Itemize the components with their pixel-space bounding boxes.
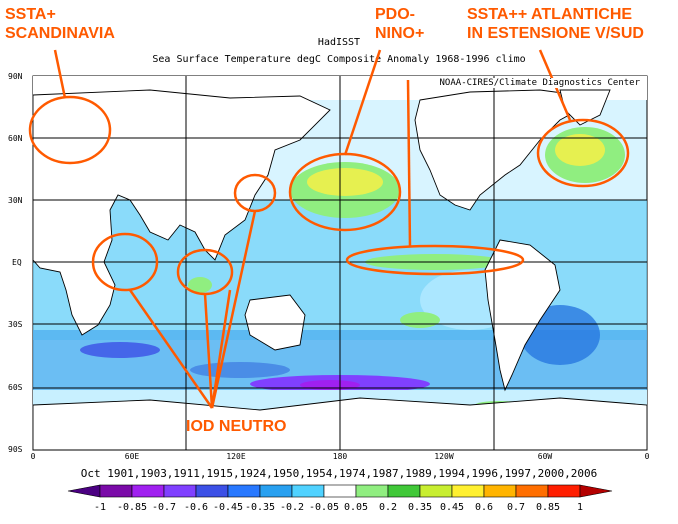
colorbar-tick-label: 0.2 <box>378 502 398 513</box>
lat-label: 90N <box>8 72 23 81</box>
colorbar-swatch <box>195 484 229 498</box>
atlantic-circle <box>536 118 630 188</box>
colorbar-swatch <box>483 484 517 498</box>
eurasia-africa <box>32 89 331 336</box>
colorbar-swatch <box>387 484 421 498</box>
grid-lines <box>33 76 647 450</box>
scandinavia-circle <box>28 95 112 165</box>
colorbar-tick-label: -0.7 <box>151 502 177 513</box>
lat-label: 90S <box>8 445 23 454</box>
colorbar-tick-label: -0.85 <box>116 502 148 513</box>
colorbar-swatch <box>227 484 261 498</box>
annotation-atlantic: SSTA++ ATLANTICHE IN ESTENSIONE V/SUD <box>467 5 644 43</box>
colorbar-tick-label: 0.6 <box>474 502 494 513</box>
lat-label: 30S <box>8 320 23 329</box>
lon-label: 120W <box>434 452 454 461</box>
lon-label: 60E <box>124 452 140 461</box>
colorbar-tick-label: -1 <box>93 502 107 513</box>
data-credit: NOAA-CIRES/Climate Diagnostics Center <box>437 78 642 88</box>
lat-label: 30N <box>8 196 23 205</box>
colorbar-tick-label: -0.05 <box>308 502 340 513</box>
south-america <box>484 239 561 392</box>
colorbar-tick-label: 1 <box>576 502 584 513</box>
colorbar-swatch <box>163 484 197 498</box>
colorbar-swatch <box>323 484 357 498</box>
annotation-line: SCANDINAVIA <box>5 25 115 42</box>
dataset-label: HadISST <box>317 37 361 48</box>
lon-label: 180 <box>332 452 348 461</box>
lon-label: 60W <box>537 452 553 461</box>
colorbar <box>67 484 613 498</box>
lon-label: 0 <box>30 452 36 461</box>
lon-label: 120E <box>226 452 246 461</box>
colorbar-swatch <box>67 484 101 498</box>
colorbar-swatch <box>547 484 581 498</box>
annotation-pdo: PDO- NINO+ <box>375 5 424 43</box>
annotation-line: NINO+ <box>375 25 425 42</box>
colorbar-tick-label: 0.45 <box>439 502 465 513</box>
west-indian-circle <box>91 232 159 292</box>
annotation-iod: IOD NEUTRO <box>186 418 287 435</box>
colorbar-swatch <box>99 484 133 498</box>
annotation-scandinavia: SSTA+ SCANDINAVIA <box>5 5 115 43</box>
colorbar-swatch <box>259 484 293 498</box>
colorbar-tick-label: -0.35 <box>244 502 276 513</box>
lon-label: 0 <box>644 452 650 461</box>
map-title: Sea Surface Temperature degC Composite A… <box>152 54 526 65</box>
annotation-marks <box>28 49 630 409</box>
lat-label: EQ <box>12 258 22 267</box>
lat-label: 60N <box>8 134 23 143</box>
colorbar-tick-label: 0.85 <box>535 502 561 513</box>
colorbar-swatch <box>419 484 453 498</box>
composite-years: Oct 1901,1903,1911,1915,1924,1950,1954,1… <box>80 467 598 480</box>
colorbar-tick-label: 0.35 <box>407 502 433 513</box>
colorbar-swatch <box>579 484 613 498</box>
colorbar-swatch <box>291 484 325 498</box>
colorbar-tick-label: -0.2 <box>279 502 305 513</box>
colorbar-swatch <box>451 484 485 498</box>
colorbar-tick-label: -0.6 <box>183 502 209 513</box>
colorbar-swatch <box>131 484 165 498</box>
annotation-line: IN ESTENSIONE V/SUD <box>467 25 644 42</box>
colorbar-tick-label: 0.05 <box>343 502 369 513</box>
lat-label: 60S <box>8 383 23 392</box>
nino-circle <box>345 244 525 276</box>
colorbar-swatch <box>355 484 389 498</box>
colorbar-tick-label: 0.7 <box>506 502 526 513</box>
annotation-line: SSTA+ <box>5 6 56 23</box>
colorbar-swatch <box>515 484 549 498</box>
australia <box>244 294 306 351</box>
annotation-line: SSTA++ ATLANTICHE <box>467 6 633 23</box>
annotation-line: PDO- <box>375 6 415 23</box>
colorbar-tick-label: -0.45 <box>212 502 244 513</box>
